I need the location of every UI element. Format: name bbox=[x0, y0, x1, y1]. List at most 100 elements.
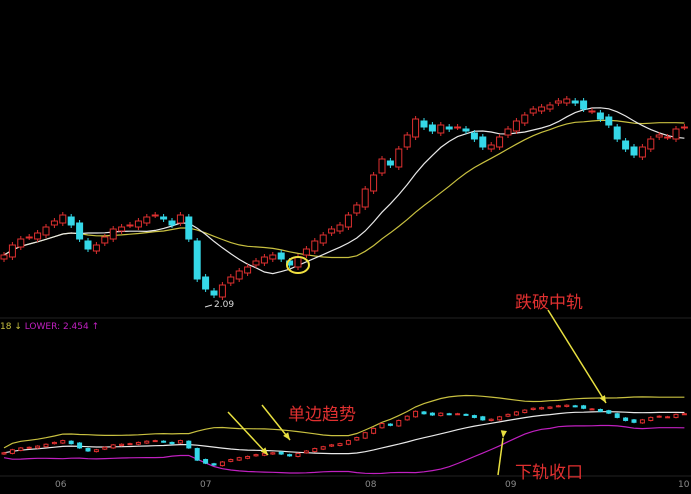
main-candle bbox=[521, 114, 529, 124]
upper-band-line bbox=[3, 394, 685, 449]
main-candle bbox=[269, 254, 277, 260]
main-candle bbox=[454, 126, 462, 129]
main-candle bbox=[328, 228, 336, 234]
x-tick: 07 bbox=[200, 480, 212, 490]
lower-candle bbox=[387, 423, 393, 426]
lower-candle bbox=[446, 413, 452, 416]
lower-candle bbox=[480, 416, 486, 421]
lower-candle bbox=[597, 408, 603, 412]
lower-candle bbox=[623, 417, 629, 421]
lower-candle bbox=[127, 443, 133, 446]
main-candle bbox=[664, 136, 672, 139]
lower-candle bbox=[287, 454, 293, 457]
lower-candle bbox=[606, 410, 612, 414]
x-tick: 06 bbox=[55, 480, 67, 490]
lower-candle bbox=[413, 410, 419, 418]
main-candle bbox=[420, 120, 428, 128]
lower-candle bbox=[530, 407, 536, 410]
arrow-line bbox=[547, 309, 607, 404]
lower-candle bbox=[228, 459, 234, 462]
main-candle bbox=[596, 112, 604, 120]
main-candle bbox=[25, 236, 33, 239]
main-candle bbox=[50, 220, 58, 226]
main-candle bbox=[101, 236, 109, 244]
main-candle bbox=[361, 188, 369, 208]
lower-candle bbox=[522, 409, 528, 414]
middle-band-line bbox=[3, 411, 685, 455]
main-candle bbox=[638, 146, 646, 158]
main-candle bbox=[563, 98, 571, 104]
main-candle bbox=[168, 220, 176, 226]
lower-candle bbox=[337, 443, 343, 446]
main-candle bbox=[647, 138, 655, 150]
lower-band-line bbox=[3, 424, 685, 475]
main-candle bbox=[344, 214, 352, 228]
arrow-line bbox=[497, 437, 504, 476]
highlight-circle bbox=[286, 256, 310, 274]
lower-candle bbox=[547, 406, 553, 409]
legend-prefix: 18 ↓ bbox=[0, 322, 22, 332]
main-candle bbox=[378, 158, 386, 174]
lower-candle bbox=[77, 442, 83, 449]
main-candle bbox=[59, 214, 67, 224]
lower-candle bbox=[93, 449, 99, 453]
lower-candle bbox=[161, 440, 167, 443]
lower-candle bbox=[102, 446, 108, 450]
main-candle bbox=[403, 134, 411, 148]
main-candle bbox=[126, 224, 134, 227]
annotation-break-middle: 跌破中轨 bbox=[515, 293, 583, 313]
main-candle bbox=[193, 240, 201, 280]
lower-candle bbox=[253, 454, 259, 457]
lower-candle bbox=[35, 445, 41, 449]
lower-candle bbox=[429, 412, 435, 416]
lower-candle bbox=[135, 441, 141, 445]
main-candle bbox=[294, 256, 302, 268]
main-candle bbox=[613, 126, 621, 140]
lower-candle bbox=[572, 405, 578, 408]
lower-candle bbox=[119, 443, 125, 446]
main-candle bbox=[605, 116, 613, 126]
lower-candle bbox=[463, 413, 469, 416]
low-pointer bbox=[204, 304, 213, 308]
lower-candle bbox=[312, 448, 318, 453]
main-candle bbox=[546, 104, 554, 110]
lower-candle bbox=[581, 405, 587, 409]
main-candle bbox=[34, 232, 42, 240]
annotation-lower-band-narrow: 下轨收口 bbox=[515, 463, 583, 483]
main-candle bbox=[67, 216, 75, 226]
main-candle bbox=[252, 260, 260, 266]
lower-candle bbox=[320, 446, 326, 450]
annotation-one-sided-trend: 单边趋势 bbox=[288, 405, 356, 425]
lower-candle bbox=[26, 446, 32, 449]
arrow-line bbox=[261, 404, 291, 441]
ma-white-line bbox=[3, 107, 685, 275]
lower-candle bbox=[455, 413, 461, 416]
lower-candle bbox=[639, 419, 645, 424]
arrow-head bbox=[500, 430, 507, 438]
main-candle bbox=[622, 140, 630, 150]
lower-candle bbox=[303, 450, 309, 454]
arrow-head bbox=[283, 432, 290, 440]
main-candle bbox=[118, 226, 126, 232]
main-candle bbox=[319, 234, 327, 244]
main-candle bbox=[202, 276, 210, 290]
main-candle bbox=[260, 256, 268, 264]
main-candle bbox=[462, 128, 470, 132]
main-candle bbox=[244, 266, 252, 274]
main-candle bbox=[529, 108, 537, 114]
main-candle bbox=[588, 110, 596, 113]
lower-candle bbox=[110, 444, 116, 449]
lower-candle bbox=[144, 440, 150, 444]
lower-candle bbox=[404, 415, 410, 421]
main-candle bbox=[538, 106, 546, 112]
lower-candle bbox=[673, 413, 679, 418]
lower-candle bbox=[186, 440, 192, 449]
lower-candle bbox=[278, 451, 284, 455]
main-candle bbox=[185, 216, 193, 240]
main-candle bbox=[143, 216, 151, 224]
main-candle bbox=[672, 128, 680, 140]
main-candle bbox=[277, 252, 285, 260]
ma-yellow-line bbox=[3, 119, 685, 259]
